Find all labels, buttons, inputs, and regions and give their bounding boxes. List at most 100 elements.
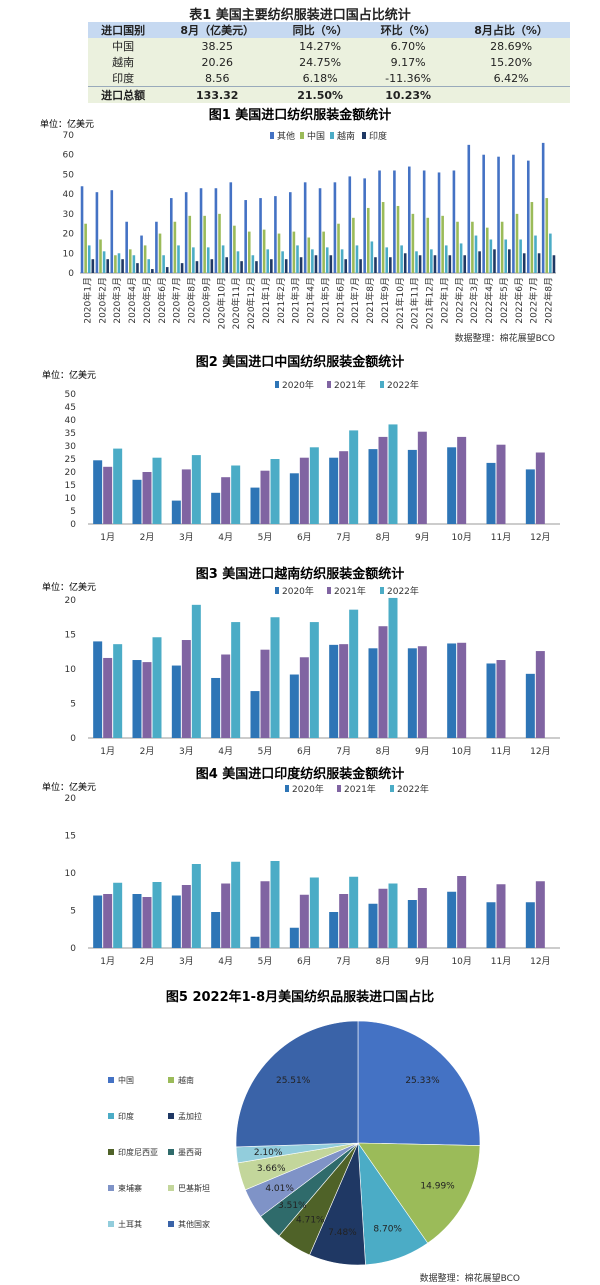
legend-swatch <box>300 132 304 139</box>
chart-title: 图3 美国进口越南纺织服装金额统计 <box>196 566 405 582</box>
x-tick-label: 1月 <box>100 746 115 757</box>
bar-越南 <box>504 239 508 273</box>
y-axis-label: 单位：亿美元 <box>42 581 96 593</box>
bar-印度 <box>284 259 288 273</box>
bar-其他 <box>80 186 84 273</box>
bar-越南 <box>132 255 136 273</box>
legend-label: 柬埔寨 <box>118 1183 142 1193</box>
y-tick-label: 25 <box>65 455 76 465</box>
bar-2022年 <box>113 448 123 524</box>
legend-label: 2020年 <box>282 379 314 391</box>
table-cell <box>452 86 570 103</box>
bar-其他 <box>437 172 441 273</box>
legend-label: 孟加拉 <box>178 1111 202 1121</box>
bar-2022年 <box>309 622 319 738</box>
bar-2020年 <box>211 492 221 524</box>
bar-越南 <box>311 249 314 273</box>
y-tick-label: 10 <box>65 665 77 675</box>
bar-2021年 <box>378 888 388 948</box>
bar-印度 <box>225 257 229 273</box>
y-tick-label: 40 <box>65 416 77 426</box>
x-tick-label: 4月 <box>218 746 233 757</box>
legend-label: 其他 <box>277 130 295 142</box>
bar-2020年 <box>132 660 142 738</box>
bar-越南 <box>370 241 374 273</box>
table-cell: 越南 <box>88 54 159 70</box>
x-tick-label: 1月 <box>100 532 115 543</box>
legend-label: 2022年 <box>387 585 419 597</box>
bar-2020年 <box>93 641 103 738</box>
chart-title: 图4 美国进口印度纺织服装金额统计 <box>196 766 405 782</box>
bar-其他 <box>378 170 381 273</box>
bar-2021年 <box>221 477 231 524</box>
bar-2021年 <box>260 470 270 524</box>
x-tick-label: 2月 <box>140 532 155 543</box>
bar-2022年 <box>152 457 162 524</box>
bar-印度 <box>448 255 452 273</box>
table-header: 8月占比（%） <box>452 22 570 38</box>
x-tick-label: 2021年6月 <box>334 277 346 324</box>
x-tick-label: 2022年1月 <box>438 277 450 324</box>
bar-中国 <box>485 227 489 273</box>
legend-label: 巴基斯坦 <box>178 1183 210 1193</box>
bar-其他 <box>214 188 218 273</box>
bar-2022年 <box>309 447 319 524</box>
legend-swatch <box>168 1149 174 1155</box>
table-cell: 8.56 <box>158 70 277 87</box>
bar-印度 <box>314 255 318 273</box>
table-cell: 28.69% <box>452 38 570 54</box>
x-tick-label: 2021年9月 <box>379 277 391 324</box>
bar-中国 <box>307 237 311 273</box>
bar-2022年 <box>349 876 359 948</box>
bar-2021年 <box>457 642 467 738</box>
table-row: 印度 8.56 6.18% -11.36% 6.42% <box>88 70 570 87</box>
table-row-total: 进口总额 133.32 21.50% 10.23% <box>88 86 570 103</box>
legend-label: 土耳其 <box>118 1219 142 1229</box>
bar-2022年 <box>191 455 201 524</box>
x-tick-label: 7月 <box>336 532 351 543</box>
bar-2021年 <box>299 657 309 738</box>
bar-其他 <box>526 160 530 273</box>
bar-印度 <box>136 263 139 273</box>
bar-2020年 <box>289 473 299 524</box>
bar-2021年 <box>496 660 506 738</box>
bar-中国 <box>337 223 340 273</box>
bar-2021年 <box>496 444 506 524</box>
bar-2022年 <box>231 465 241 524</box>
chart-title: 图1 美国进口纺织服装金额统计 <box>209 107 392 123</box>
bar-其他 <box>541 142 545 273</box>
source-note: 数据整理：棉花展望BCO <box>455 332 555 344</box>
bar-其他 <box>452 170 456 273</box>
y-tick-label: 20 <box>65 596 77 606</box>
y-tick-label: 5 <box>70 507 76 517</box>
bar-中国 <box>352 217 355 273</box>
x-tick-label: 2020年2月 <box>96 277 108 324</box>
x-tick-label: 5月 <box>258 746 273 757</box>
pie-data-label: 8.70% <box>373 1224 402 1234</box>
x-tick-label: 5月 <box>258 956 273 967</box>
legend-swatch <box>275 587 279 594</box>
x-tick-label: 3月 <box>179 956 194 967</box>
bar-印度 <box>374 257 377 273</box>
bar-中国 <box>114 255 117 273</box>
bar-2022年 <box>231 622 241 738</box>
x-tick-label: 2月 <box>140 956 155 967</box>
bar-印度 <box>389 257 392 273</box>
bar-2021年 <box>221 883 231 948</box>
legend-swatch <box>285 785 289 792</box>
bar-2020年 <box>93 460 103 524</box>
x-tick-label: 2022年5月 <box>498 277 510 324</box>
bar-2020年 <box>447 891 457 948</box>
bar-中国 <box>411 213 415 273</box>
bar-越南 <box>266 249 270 273</box>
table-header: 8月（亿美元） <box>158 22 277 38</box>
table-cell: 24.75% <box>276 54 365 70</box>
legend-label: 2022年 <box>387 379 419 391</box>
bar-2020年 <box>525 673 535 738</box>
bar-越南 <box>162 255 165 273</box>
bar-2021年 <box>339 644 349 738</box>
bar-其他 <box>393 170 396 273</box>
pie-data-label: 4.71% <box>296 1216 325 1226</box>
bar-2021年 <box>103 894 113 948</box>
